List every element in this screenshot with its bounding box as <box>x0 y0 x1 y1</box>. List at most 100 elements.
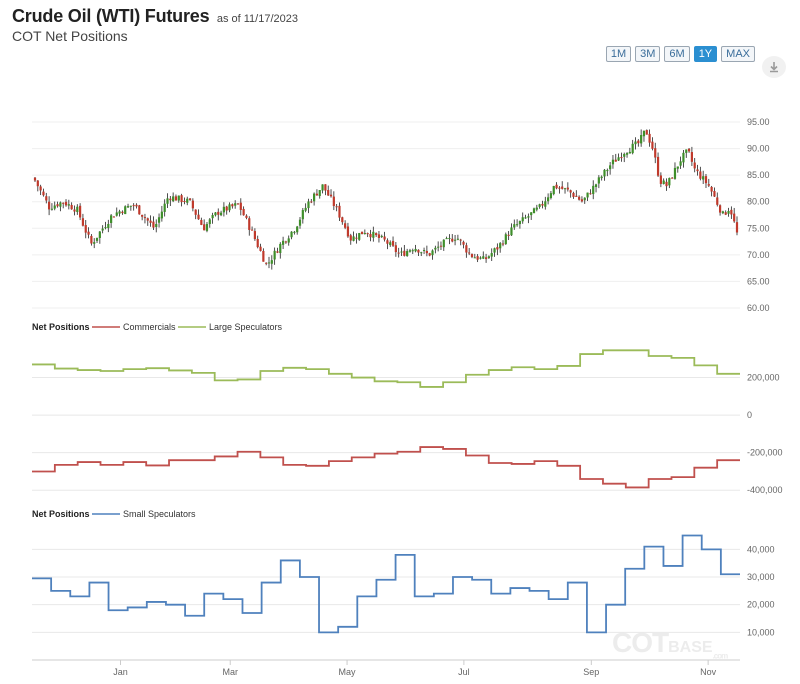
candle-body <box>654 148 657 158</box>
range-1y-button[interactable]: 1Y <box>693 46 718 62</box>
positions-y-tick-label: -200,000 <box>747 448 783 458</box>
candle-body <box>228 204 231 211</box>
range-6m-button[interactable]: 6M <box>664 46 690 62</box>
candle-body <box>493 248 496 253</box>
candle-body <box>470 254 474 258</box>
candle-body <box>132 205 135 207</box>
candle-body <box>253 231 257 240</box>
candle-body <box>668 177 671 186</box>
candle-body <box>679 161 682 166</box>
candle-body <box>124 206 127 215</box>
candle-body <box>682 152 685 163</box>
candle-body <box>380 235 383 237</box>
candle-body <box>648 133 651 143</box>
candle-body <box>205 224 209 231</box>
chart-title: Crude Oil (WTI) Futures <box>12 6 210 26</box>
candle-body <box>428 253 431 256</box>
candle-body <box>425 250 428 254</box>
candle-body <box>507 234 510 236</box>
candle-body <box>141 214 144 217</box>
candle-body <box>262 250 265 262</box>
candle-body <box>360 231 364 235</box>
candle-body <box>53 205 56 209</box>
candle-body <box>400 251 403 253</box>
candle-body <box>208 219 211 225</box>
candle-body <box>375 233 378 236</box>
candle-body <box>389 242 392 246</box>
candle-body <box>110 215 113 223</box>
candle-body <box>219 212 223 216</box>
candle-body <box>95 237 99 241</box>
candle-body <box>180 195 183 203</box>
candle-body <box>620 157 623 159</box>
candle-body <box>290 231 293 238</box>
candle-body <box>685 149 688 153</box>
candle-body <box>222 206 225 213</box>
candle-body <box>634 141 637 145</box>
candle-body <box>188 198 192 200</box>
candle-body <box>716 197 719 205</box>
x-tick-label: May <box>339 667 357 677</box>
candle-body <box>569 190 572 193</box>
candle-body <box>313 193 316 202</box>
candle-body <box>589 193 592 195</box>
range-max-button[interactable]: MAX <box>721 46 755 62</box>
candle-body <box>372 231 375 238</box>
candle-body <box>617 157 620 161</box>
candle-body <box>93 242 96 244</box>
candle-body <box>710 186 713 192</box>
candle-body <box>501 243 505 245</box>
candle-body <box>369 233 372 238</box>
candle-body <box>157 217 161 223</box>
candle-body <box>329 194 333 197</box>
candle-body <box>358 233 361 240</box>
range-1m-button[interactable]: 1M <box>605 46 632 62</box>
candle-body <box>563 188 567 190</box>
candle-body <box>332 196 335 207</box>
candle-body <box>45 196 48 201</box>
candle-body <box>417 249 420 253</box>
candle-body <box>572 192 575 197</box>
candle-body <box>687 148 691 152</box>
candle-body <box>623 153 626 157</box>
price-y-tick-label: 60.00 <box>747 303 770 313</box>
candle-body <box>583 197 586 201</box>
candle-body <box>42 191 45 196</box>
candle-body <box>521 217 524 222</box>
candle-body <box>434 247 437 250</box>
candle-body <box>673 167 677 179</box>
candle-body <box>637 140 640 144</box>
range-3m-button[interactable]: 3M <box>635 46 661 62</box>
candle-body <box>301 210 304 220</box>
candle-body <box>515 224 519 226</box>
candle-body <box>203 224 206 231</box>
candle-body <box>665 181 668 187</box>
candle-body <box>307 201 310 209</box>
candle-body <box>442 239 445 248</box>
candle-body <box>518 221 522 225</box>
candle-body <box>625 153 629 155</box>
export-button[interactable] <box>762 56 786 78</box>
candle-body <box>597 177 600 184</box>
candle-body <box>270 260 273 264</box>
candle-body <box>36 180 39 187</box>
candle-body <box>341 217 344 223</box>
watermark-brand: COT <box>612 627 669 658</box>
candle-body <box>169 198 172 201</box>
candle-body <box>544 201 547 207</box>
candle-body <box>733 213 736 222</box>
candle-body <box>84 225 87 233</box>
candle-body <box>397 252 400 254</box>
candle-body <box>504 234 507 245</box>
candle-body <box>166 198 169 204</box>
candle-body <box>451 238 454 242</box>
series-line-large-speculators <box>32 349 740 388</box>
candle-body <box>33 177 37 181</box>
watermark-domain: .com <box>712 651 729 661</box>
candle-body <box>659 175 662 184</box>
legend-label-small-speculators: Small Speculators <box>123 509 196 519</box>
price-y-tick-label: 70.00 <box>747 250 770 260</box>
candle-body <box>138 205 141 215</box>
candle-body <box>408 250 412 252</box>
candle-body <box>606 170 609 172</box>
